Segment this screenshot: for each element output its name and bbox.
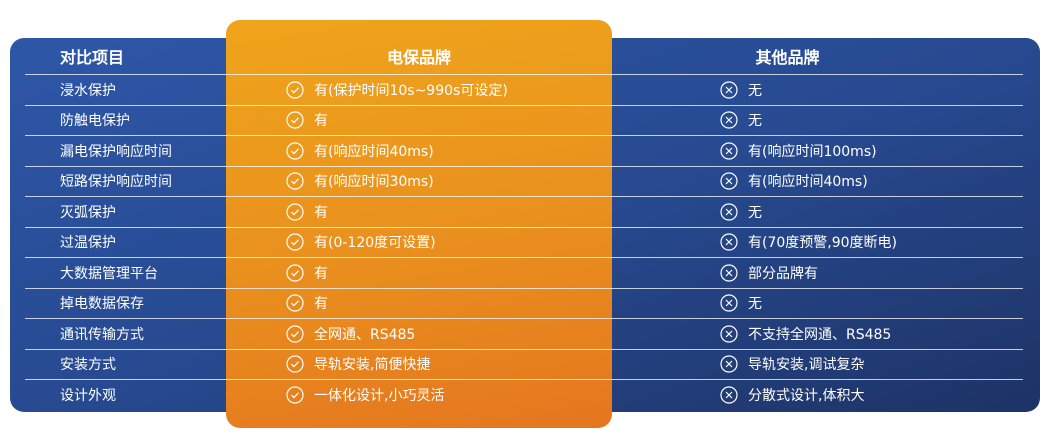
row-other: 有(响应时间40ms) — [612, 171, 1023, 191]
row-ours: 有(保护时间10s~990s可设定) — [226, 80, 612, 100]
check-circle-icon — [286, 355, 304, 373]
check-circle-icon — [286, 172, 304, 190]
table-header: 对比项目 电保品牌 其他品牌 — [25, 38, 1023, 75]
row-item: 防触电保护 — [60, 113, 130, 130]
other-value: 无 — [748, 204, 762, 221]
other-value: 导轨安装,调试复杂 — [748, 357, 865, 374]
check-circle-icon — [286, 111, 304, 129]
table-row: 设计外观 一体化设计,小巧灵活 分散式设计,体积大 — [25, 380, 1023, 410]
row-item: 漏电保护响应时间 — [60, 143, 172, 160]
x-circle-icon — [720, 81, 738, 99]
other-value: 有(响应时间100ms) — [748, 143, 877, 160]
row-other: 导轨安装,调试复杂 — [612, 354, 1023, 374]
row-item: 通讯传输方式 — [60, 326, 144, 343]
ours-value: 导轨安装,简便快捷 — [314, 357, 431, 374]
x-circle-icon — [720, 264, 738, 282]
x-circle-icon — [720, 355, 738, 373]
row-other: 无 — [612, 80, 1023, 100]
highlight-column — [226, 20, 612, 428]
row-item: 大数据管理平台 — [60, 265, 158, 282]
row-other: 无 — [612, 293, 1023, 313]
row-ours: 有(响应时间30ms) — [226, 171, 612, 191]
row-item: 掉电数据保存 — [60, 296, 144, 313]
ours-value: 有 — [314, 296, 328, 313]
row-ours: 有 — [226, 263, 612, 283]
row-item: 过温保护 — [60, 235, 116, 252]
x-circle-icon — [720, 172, 738, 190]
comparison-table: 对比项目 电保品牌 其他品牌 浸水保护 有(保护时间10s~990s可设定) 无… — [25, 38, 1023, 410]
row-ours: 一体化设计,小巧灵活 — [226, 385, 612, 405]
row-ours: 有(0-120度可设置) — [226, 232, 612, 252]
ours-value: 一体化设计,小巧灵活 — [314, 387, 445, 404]
table-row: 灭弧保护 有 无 — [25, 197, 1023, 228]
row-item: 浸水保护 — [60, 82, 116, 99]
other-value: 分散式设计,体积大 — [748, 387, 865, 404]
row-other: 不支持全网通、RS485 — [612, 324, 1023, 344]
check-circle-icon — [286, 203, 304, 221]
ours-value: 有 — [314, 265, 328, 282]
check-circle-icon — [286, 233, 304, 251]
ours-value: 有(0-120度可设置) — [314, 235, 436, 252]
row-item: 设计外观 — [60, 387, 116, 404]
table-row: 安装方式 导轨安装,简便快捷 导轨安装,调试复杂 — [25, 350, 1023, 380]
x-circle-icon — [720, 203, 738, 221]
check-circle-icon — [286, 142, 304, 160]
table-row: 短路保护响应时间 有(响应时间30ms) 有(响应时间40ms) — [25, 167, 1023, 197]
other-value: 有(70度预警,90度断电) — [748, 235, 898, 252]
row-other: 有(70度预警,90度断电) — [612, 232, 1023, 252]
row-ours: 导轨安装,简便快捷 — [226, 354, 612, 374]
x-circle-icon — [720, 142, 738, 160]
other-value: 不支持全网通、RS485 — [748, 326, 892, 343]
other-value: 有(响应时间40ms) — [748, 174, 868, 191]
check-circle-icon — [286, 386, 304, 404]
table-row: 通讯传输方式 全网通、RS485 不支持全网通、RS485 — [25, 319, 1023, 350]
x-circle-icon — [720, 233, 738, 251]
ours-value: 有(保护时间10s~990s可设定) — [314, 82, 508, 99]
ours-value: 有(响应时间40ms) — [314, 143, 434, 160]
table-row: 漏电保护响应时间 有(响应时间40ms) 有(响应时间100ms) — [25, 136, 1023, 167]
row-ours: 有(响应时间40ms) — [226, 141, 612, 161]
x-circle-icon — [720, 111, 738, 129]
row-item: 灭弧保护 — [60, 204, 116, 221]
table-row: 浸水保护 有(保护时间10s~990s可设定) 无 — [25, 75, 1023, 106]
ours-value: 全网通、RS485 — [314, 326, 416, 343]
check-circle-icon — [286, 294, 304, 312]
row-other: 无 — [612, 202, 1023, 222]
other-value: 无 — [748, 82, 762, 99]
row-other: 分散式设计,体积大 — [612, 385, 1023, 405]
check-circle-icon — [286, 325, 304, 343]
ours-value: 有 — [314, 113, 328, 130]
table-row: 大数据管理平台 有 部分品牌有 — [25, 258, 1023, 289]
x-circle-icon — [720, 386, 738, 404]
row-item: 短路保护响应时间 — [60, 174, 172, 191]
row-other: 有(响应时间100ms) — [612, 141, 1023, 161]
other-value: 无 — [748, 113, 762, 130]
header-other: 其他品牌 — [755, 48, 820, 67]
other-value: 部分品牌有 — [748, 265, 818, 282]
ours-value: 有 — [314, 204, 328, 221]
check-circle-icon — [286, 264, 304, 282]
row-ours: 有 — [226, 110, 612, 130]
row-item: 安装方式 — [60, 357, 116, 374]
row-ours: 全网通、RS485 — [226, 324, 612, 344]
header-item: 对比项目 — [60, 48, 125, 67]
ours-value: 有(响应时间30ms) — [314, 174, 434, 191]
table-row: 掉电数据保存 有 无 — [25, 289, 1023, 319]
x-circle-icon — [720, 294, 738, 312]
row-other: 无 — [612, 110, 1023, 130]
table-row: 防触电保护 有 无 — [25, 106, 1023, 136]
row-ours: 有 — [226, 202, 612, 222]
check-circle-icon — [286, 81, 304, 99]
table-row: 过温保护 有(0-120度可设置) 有(70度预警,90度断电) — [25, 228, 1023, 258]
row-ours: 有 — [226, 293, 612, 313]
x-circle-icon — [720, 325, 738, 343]
other-value: 无 — [748, 296, 762, 313]
header-ours: 电保品牌 — [386, 48, 451, 67]
row-other: 部分品牌有 — [612, 263, 1023, 283]
